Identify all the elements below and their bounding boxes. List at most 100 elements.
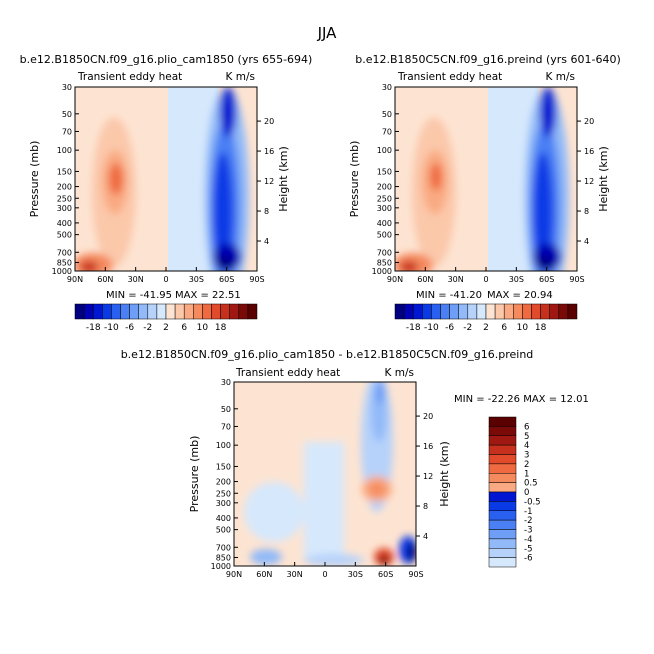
colorbar-swatch [485, 303, 496, 320]
height-tick-label: 8 [584, 207, 589, 216]
max-label: MAX = 20.94 [487, 290, 553, 301]
sh-jet-inner [533, 152, 553, 271]
height-tick-label: 8 [264, 207, 269, 216]
colorbar-label: -6 [125, 323, 134, 333]
colorbar-label: 4 [524, 441, 529, 451]
colorbar-swatch [102, 303, 112, 320]
y-tick-label: 700 [377, 248, 392, 257]
colorbar-swatch [488, 510, 517, 521]
colorbar-swatch [111, 303, 121, 320]
max-label: MAX = 22.51 [175, 290, 241, 301]
x-tick-label: 60S [539, 275, 554, 284]
colorbar: -18 -10 -6 -2 2 6 10 18 [394, 303, 578, 333]
height-tick-label: 4 [423, 532, 428, 541]
sh-surface-peak [217, 256, 233, 270]
units-label: K m/s [226, 71, 255, 83]
y-tick-label: 50 [62, 110, 72, 119]
x-tick-label: 60N [417, 275, 433, 284]
y-tick-label: 1000 [211, 562, 231, 571]
y-tick-label: 150 [216, 462, 231, 471]
y-axis-label: Pressure (mb) [188, 436, 201, 513]
colorbar-label: -4 [524, 535, 532, 545]
y-axis-label: Pressure (mb) [348, 141, 361, 218]
height-tick-label: 12 [584, 177, 594, 186]
nh-negative-patch [244, 482, 304, 542]
nh-positive-peak [430, 163, 442, 191]
y-tick-label: 70 [221, 422, 231, 431]
y-tick-label: 300 [57, 204, 72, 213]
colorbar-swatch [174, 303, 185, 320]
y-tick-label: 500 [377, 231, 392, 240]
sh-jet-inner [213, 152, 233, 271]
y-tick-label: 850 [377, 258, 392, 267]
colorbar-swatch [449, 303, 459, 320]
y-tick-label: 30 [221, 378, 231, 387]
colorbar-swatch [503, 303, 514, 320]
y-tick-label: 400 [377, 219, 392, 228]
colorbar-swatch [522, 303, 532, 320]
y-tick-label: 200 [377, 183, 392, 192]
colorbar-swatch [183, 303, 194, 320]
y-tick-label: 850 [57, 258, 72, 267]
contour-field [234, 382, 416, 566]
x-tick-label: 30S [509, 275, 524, 284]
colorbar-label: 18 [535, 323, 547, 333]
y-tick-label: 500 [57, 231, 72, 240]
colorbar-swatch [488, 463, 517, 474]
variable-label: Transient eddy heat [397, 71, 502, 83]
positive-anomaly-core [369, 482, 385, 496]
figure-title: JJA [317, 24, 338, 42]
sh-surface-peak [537, 256, 553, 270]
min-label: MIN = -41.20 [416, 290, 482, 301]
nh-surface-peak [80, 261, 98, 271]
colorbar-label: 0 [524, 488, 529, 498]
colorbar-swatch [549, 303, 560, 320]
colorbar-swatch [458, 303, 469, 320]
minmax-label: MIN = -22.26 MAX = 12.01 [454, 394, 589, 405]
y-tick-label: 250 [216, 489, 231, 498]
height-tick-label: 4 [584, 237, 589, 246]
colorbar-swatch [488, 557, 517, 568]
colorbar-swatch [567, 303, 578, 320]
colorbar-swatch [193, 303, 203, 320]
colorbar-swatch [488, 519, 517, 530]
colorbar-swatch [488, 491, 517, 502]
colorbar-label: 10 [197, 323, 209, 333]
min-label: MIN = -41.95 [106, 290, 172, 301]
colorbar-label: -10 [424, 323, 439, 333]
panel-difference: b.e12.B1850CN.f09_g16.plio_cam1850 - b.e… [121, 348, 589, 579]
panel-title: b.e12.B1850CN.f09_g16.plio_cam1850 (yrs … [20, 53, 313, 66]
y-tick-label: 700 [216, 543, 231, 552]
nh-surface-peak [400, 261, 418, 271]
tropics-negative-band [304, 442, 344, 562]
colorbar-swatch [120, 303, 130, 320]
y-tick-label: 70 [62, 127, 72, 136]
colorbar-swatch [540, 303, 550, 320]
colorbar-swatch [513, 303, 523, 320]
y-tick-label: 150 [377, 167, 392, 176]
colorbar-swatch [488, 538, 517, 549]
colorbar-label: 2 [163, 323, 169, 333]
colorbar-swatch [476, 303, 487, 320]
colorbar-swatch [488, 454, 517, 465]
x-tick-label: 0 [483, 275, 488, 284]
colorbar-label: -2 [143, 323, 152, 333]
colorbar-label: -6 [524, 554, 532, 564]
colorbar-swatch [394, 303, 405, 320]
y-axis-label: Pressure (mb) [28, 141, 41, 218]
colorbar-swatch [83, 303, 94, 320]
x-tick-label: 60N [97, 275, 113, 284]
colorbar-label: 18 [215, 323, 227, 333]
colorbar-label: -10 [104, 323, 119, 333]
contour-field [395, 87, 577, 271]
height-tick-label: 4 [264, 237, 269, 246]
x-tick-label: 60N [256, 570, 272, 579]
colorbar-swatch [488, 416, 517, 427]
x-tick-label: 90N [226, 570, 242, 579]
colorbar-swatch [247, 303, 258, 320]
x-tick-label: 30S [348, 570, 363, 579]
y-tick-label: 300 [377, 204, 392, 213]
x-tick-label: 90N [387, 275, 403, 284]
